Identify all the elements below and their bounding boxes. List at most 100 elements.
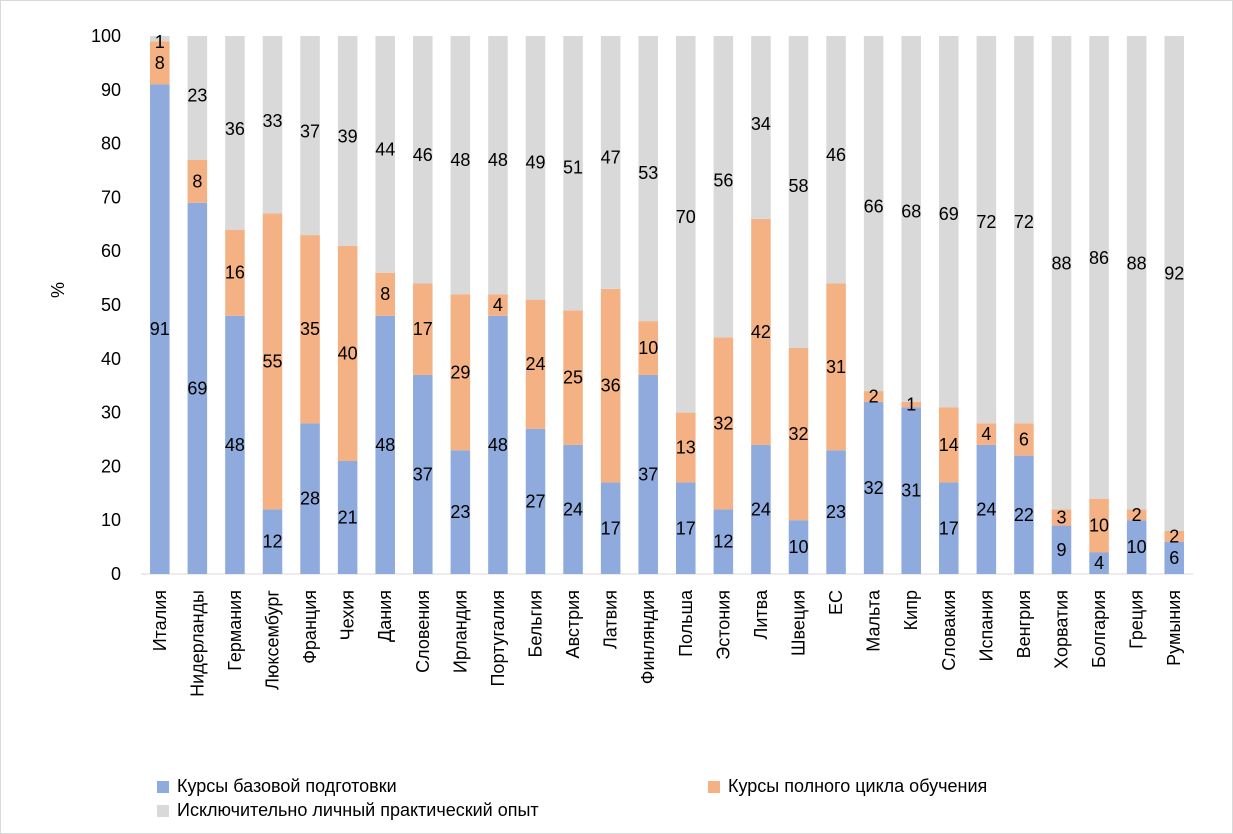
data-label-series-0: 28 — [300, 489, 320, 509]
x-tick-label: Греция — [1127, 590, 1147, 649]
data-label-series-2: 34 — [751, 114, 771, 134]
x-tick-label: Португалия — [488, 590, 508, 687]
data-label-series-0: 23 — [450, 502, 470, 522]
legend-label-series-0: Курсы базовой подготовки — [177, 776, 397, 796]
bar-segment-series-1 — [1126, 509, 1147, 521]
x-tick-label: Кипр — [901, 590, 921, 630]
y-tick-label: 60 — [101, 241, 121, 261]
data-label-series-0: 17 — [939, 518, 959, 538]
bar-segment-series-2 — [1051, 36, 1072, 510]
legend-item-series-0: Курсы базовой подготовки — [157, 776, 397, 797]
bar-segment-series-0 — [976, 444, 997, 574]
bar-segment-series-1 — [939, 407, 959, 483]
legend-item-series-2: Исключительно личный практический опыт — [157, 800, 539, 821]
legend-swatch-series-1 — [708, 780, 720, 793]
data-label-series-1: 3 — [1056, 508, 1066, 528]
x-tick-label: Дания — [375, 590, 395, 642]
bar-segment-series-2 — [488, 36, 508, 295]
bar-segment-series-2 — [826, 36, 846, 284]
bar-segment-series-1 — [1089, 498, 1109, 553]
data-label-series-0: 17 — [676, 518, 696, 538]
bar-segment-series-0 — [1089, 552, 1109, 574]
bar-segment-series-0 — [826, 450, 846, 574]
data-label-series-0: 22 — [1014, 505, 1034, 525]
data-label-series-0: 48 — [225, 435, 245, 455]
bar-segment-series-1 — [563, 310, 583, 445]
data-label-series-1: 2 — [1132, 505, 1142, 525]
y-tick-label: 30 — [101, 403, 121, 423]
data-label-series-1: 10 — [1089, 516, 1109, 536]
bar-segment-series-1 — [788, 348, 809, 521]
data-label-series-1: 36 — [601, 376, 621, 396]
bars — [150, 36, 1184, 575]
data-label-series-2: 56 — [713, 171, 733, 191]
data-labels: 9181698234816361255332835372140394884437… — [150, 32, 1184, 573]
x-tick-label: Венгрия — [1014, 590, 1034, 658]
bar-segment-series-2 — [450, 36, 471, 295]
bar-segment-series-0 — [713, 509, 734, 574]
bar-segment-series-2 — [638, 36, 658, 322]
bar-segment-series-2 — [375, 36, 395, 273]
data-label-series-2: 44 — [375, 140, 395, 160]
y-tick-label: 10 — [101, 510, 121, 530]
bar-segment-series-0 — [676, 482, 696, 574]
bar-segment-series-2 — [901, 36, 921, 402]
bar-segment-series-1 — [901, 401, 921, 408]
y-tick-label: 80 — [101, 134, 121, 154]
y-tick-label: 20 — [101, 456, 121, 476]
data-label-series-2: 51 — [563, 158, 583, 178]
y-tick-label: 90 — [101, 80, 121, 100]
data-label-series-1: 55 — [262, 351, 282, 371]
data-label-series-2: 88 — [1127, 253, 1147, 273]
bar-segment-series-2 — [413, 36, 433, 284]
x-tick-label: Мальта — [864, 589, 884, 652]
data-label-series-2: 48 — [450, 150, 470, 170]
bar-segment-series-2 — [300, 36, 320, 236]
bar-segment-series-0 — [150, 84, 170, 575]
bar-segment-series-1 — [1051, 509, 1072, 526]
bar-segment-series-2 — [337, 36, 358, 246]
data-label-series-0: 21 — [338, 508, 358, 528]
data-label-series-2: 66 — [864, 196, 884, 216]
data-label-series-0: 23 — [826, 502, 846, 522]
data-label-series-1: 42 — [751, 322, 771, 342]
bar-segment-series-1 — [525, 299, 546, 429]
data-label-series-1: 4 — [981, 424, 991, 444]
x-tick-label: Латвия — [601, 590, 621, 649]
bar-segment-series-2 — [1014, 36, 1034, 424]
data-label-series-2: 33 — [262, 111, 282, 131]
bar-segment-series-2 — [525, 36, 546, 300]
bar-segment-series-0 — [413, 374, 433, 574]
bar-segment-series-0 — [300, 423, 320, 574]
bar-segment-series-0 — [337, 461, 358, 574]
data-label-series-2: 48 — [488, 150, 508, 170]
y-axis: 0 10 20 30 40 50 60 70 80 90 100 — [91, 26, 121, 584]
data-label-series-0: 91 — [150, 319, 170, 339]
data-label-series-2: 23 — [187, 85, 207, 105]
data-label-series-2: 46 — [413, 145, 433, 165]
data-label-series-1: 35 — [300, 319, 320, 339]
data-label-series-0: 12 — [262, 532, 282, 552]
bar-segment-series-0 — [1051, 525, 1072, 574]
data-label-series-2: 49 — [525, 153, 545, 173]
data-label-series-1: 24 — [525, 354, 545, 374]
x-tick-label: Ирландия — [450, 590, 470, 673]
data-label-series-0: 48 — [375, 435, 395, 455]
data-label-series-2: 72 — [976, 212, 996, 232]
data-label-series-0: 37 — [413, 464, 433, 484]
bar-segment-series-0 — [375, 315, 395, 574]
bar-segment-series-1 — [150, 41, 170, 85]
bar-segment-series-1 — [337, 245, 358, 462]
data-label-series-1: 14 — [939, 435, 959, 455]
data-label-series-0: 12 — [713, 532, 733, 552]
x-tick-label: Люксембург — [263, 590, 283, 690]
bar-segment-series-1 — [976, 423, 997, 445]
data-label-series-0: 17 — [601, 518, 621, 538]
bar-segment-series-1 — [225, 229, 245, 316]
data-label-series-1: 16 — [225, 263, 245, 283]
x-tick-label: Австрия — [563, 590, 583, 658]
bar-segment-series-2 — [600, 36, 621, 289]
x-tick-label: Словакия — [939, 590, 959, 671]
bar-segment-series-1 — [262, 213, 283, 510]
bar-segment-series-0 — [1126, 520, 1147, 574]
